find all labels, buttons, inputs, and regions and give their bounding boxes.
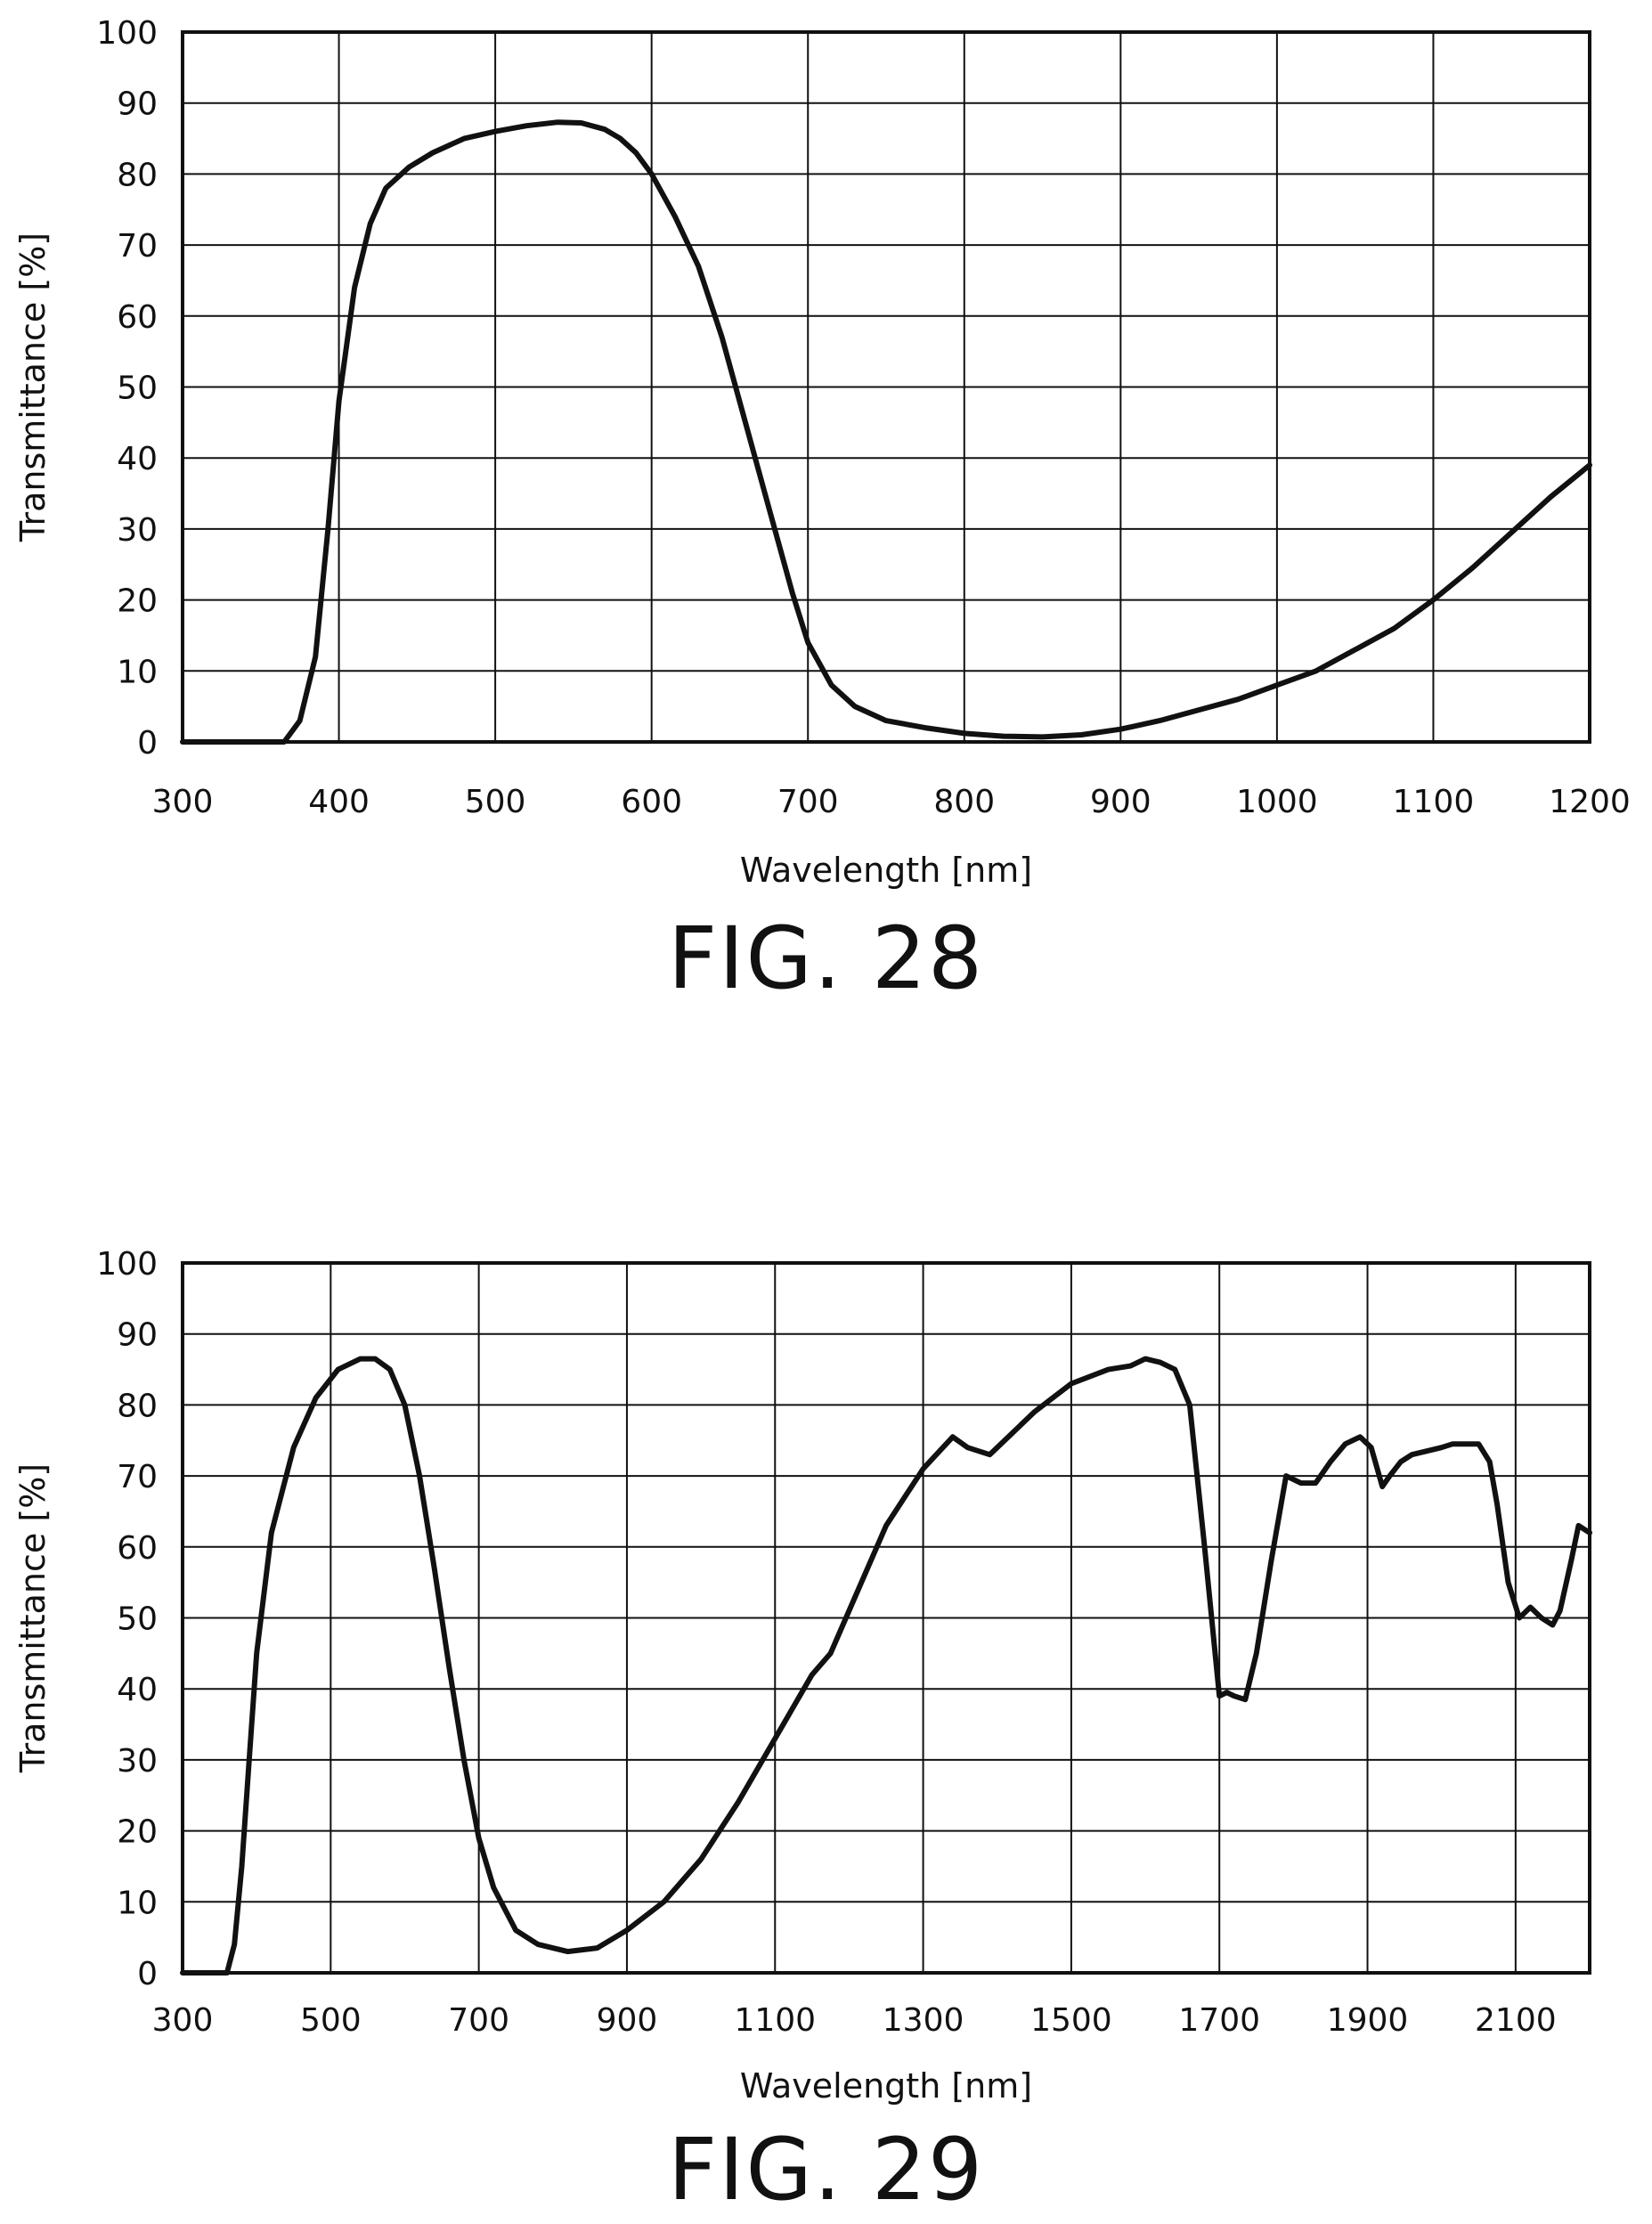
x-axis-title: Wavelength [nm]	[740, 851, 1032, 890]
y-tick-label: 70	[117, 1459, 158, 1495]
gridlines	[182, 1262, 1590, 1974]
y-axis-title: Transmittance [%]	[13, 1463, 53, 1773]
figure-caption: FIG. 29	[667, 2120, 985, 2220]
y-tick-label: 100	[96, 15, 158, 52]
x-tick-label: 1000	[1236, 784, 1318, 820]
x-tick-label: 700	[448, 2002, 509, 2039]
y-tick-label: 20	[117, 583, 158, 620]
y-tick-label: 40	[117, 441, 158, 477]
x-tick-label: 800	[933, 784, 995, 820]
x-tick-label: 1300	[883, 2002, 964, 2039]
x-tick-label: 500	[300, 2002, 362, 2039]
x-tick-label: 900	[597, 2002, 658, 2039]
x-tick-label: 600	[621, 784, 682, 820]
y-tick-label: 20	[117, 1814, 158, 1851]
x-tick-label: 400	[308, 784, 370, 820]
x-tick-label: 2100	[1475, 2002, 1557, 2039]
y-tick-label: 60	[117, 1530, 158, 1567]
y-tick-label: 70	[117, 228, 158, 265]
y-tick-label: 80	[117, 157, 158, 193]
chart-fig-29: 0 10 20 30 40 50 60 70 80 90 100 300 500 700 900 1100 13…	[13, 1246, 1592, 2106]
plot-frame	[181, 30, 1591, 744]
y-tick-label: 30	[117, 1743, 158, 1780]
y-tick-label: 10	[117, 654, 158, 690]
y-tick-label: 10	[117, 1885, 158, 1921]
y-tick-label: 50	[117, 371, 158, 407]
x-tick-label: 1900	[1327, 2002, 1409, 2039]
y-axis-title: Transmittance [%]	[13, 232, 53, 542]
x-tick-label: 1500	[1030, 2002, 1112, 2039]
x-tick-label: 1100	[1393, 784, 1475, 820]
x-axis-title: Wavelength [nm]	[740, 2066, 1032, 2106]
series-line	[180, 119, 1592, 745]
x-tick-label: 1100	[734, 2002, 816, 2039]
x-tick-label: 300	[152, 2002, 214, 2039]
y-tick-label: 0	[137, 1956, 158, 1992]
y-tick-label: 90	[117, 1317, 158, 1354]
x-tick-label: 900	[1090, 784, 1152, 820]
y-tick-label: 50	[117, 1601, 158, 1638]
figure-29: 0 10 20 30 40 50 60 70 80 90 100 300 500 700 900 1100 13…	[0, 1229, 1652, 2224]
figure-caption: FIG. 28	[667, 908, 985, 1008]
y-tick-label: 60	[117, 299, 158, 336]
y-tick-label: 0	[137, 725, 158, 762]
x-tick-label: 700	[777, 784, 839, 820]
x-tick-label: 500	[465, 784, 526, 820]
y-tick-label: 90	[117, 86, 158, 123]
chart-fig-28: 0 10 20 30 40 50 60 70 80 90 100 300 400 500 600 700 800…	[13, 15, 1631, 890]
x-tick-label: 1200	[1549, 784, 1631, 820]
y-tick-label: 80	[117, 1388, 158, 1424]
figure-28: 0 10 20 30 40 50 60 70 80 90 100 300 400 500 600 700 800…	[0, 0, 1652, 1015]
x-tick-label: 1700	[1178, 2002, 1260, 2039]
y-tick-label: 40	[117, 1672, 158, 1708]
y-tick-label: 100	[96, 1246, 158, 1283]
y-tick-label: 30	[117, 512, 158, 549]
series-line	[180, 1356, 1592, 1976]
x-tick-label: 300	[152, 784, 214, 820]
plot-frame	[181, 1261, 1591, 1975]
